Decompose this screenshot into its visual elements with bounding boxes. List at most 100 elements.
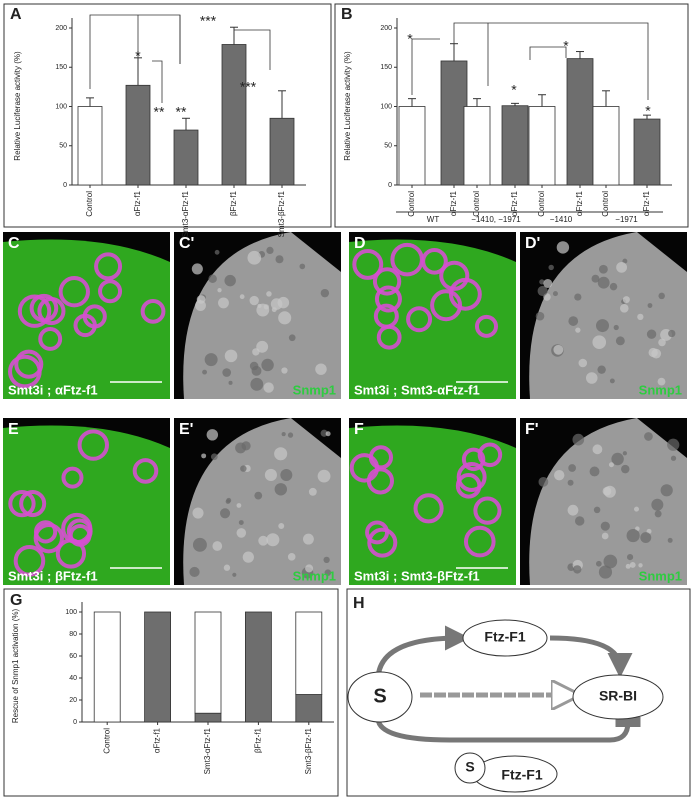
speckle [543,278,553,288]
speckle [208,274,217,284]
speckle [287,553,296,561]
speckle [600,521,610,531]
speckle [274,447,288,461]
speckle [572,433,585,446]
speckle [598,565,613,579]
speckle [634,506,640,512]
significance-bracket [529,46,567,60]
node [347,671,413,723]
panel-frame [3,3,332,228]
panel-letter: A [10,6,22,23]
x-tick-label: Control [85,191,94,217]
panel-letter: H [353,595,365,612]
speckle [254,491,263,500]
speckle [596,319,610,333]
speckle [228,380,233,385]
speckle [615,336,625,346]
speckle [317,469,331,483]
nucleus [421,247,448,275]
tissue [529,418,687,585]
significance: * [511,82,517,98]
speckle [287,432,294,438]
speckle [256,303,270,317]
nucleus [19,490,47,518]
node-label: SR-BI [599,688,637,704]
speckle [223,564,231,571]
speckle [647,303,653,308]
bar [269,117,295,186]
node [462,619,548,657]
y-tick-label: 20 [69,697,77,704]
stain-label: Snmp1 [639,568,682,583]
bar-segment [194,712,222,723]
speckle [242,551,254,563]
panel-letter: G [10,592,22,609]
speckle [637,313,644,321]
speckle [281,432,286,437]
y-tick-label: 50 [59,143,67,150]
bar-segment [244,611,272,723]
speckle [261,358,274,372]
nucleus [13,545,46,577]
significance: ** [154,104,165,120]
speckle [538,476,549,487]
x-tick-label: βFtz-f1 [229,190,238,216]
nucleus [474,314,499,338]
speckle [638,563,643,568]
nucleus [55,538,87,569]
speckle [277,296,290,309]
speckle [535,311,545,321]
nucleus [77,429,109,461]
y-tick-label: 150 [55,64,67,71]
speckle [275,255,284,264]
significance-bracket [453,22,649,100]
speckle [626,554,634,561]
y-tick-label: 40 [69,675,77,682]
speckle [192,507,204,519]
speckle [574,293,582,301]
speckle [224,349,238,363]
nucleus [8,354,42,389]
speckle [278,311,292,325]
node-label: S [465,759,474,775]
speckle [553,344,564,355]
speckle [552,291,558,297]
nucleus [430,289,463,322]
nucleus [374,285,402,313]
bar [440,60,468,186]
x-tick-label: αFtz-f1 [575,190,584,216]
stain-label: Snmp1 [639,382,682,397]
nucleus [456,462,487,493]
speckle [251,365,262,376]
node [454,752,486,784]
speckle [299,263,306,270]
node-label: Ftz-F1 [501,767,542,783]
speckle [247,250,262,265]
caption: Smt3i ; Smt3-βFtz-f1 [354,568,480,583]
speckle [657,377,666,386]
speckle [224,274,236,287]
speckle [625,563,631,569]
y-tick-label: 100 [380,103,392,110]
speckle [250,377,264,391]
speckle [201,453,207,459]
y-axis-label: Rescue of Snmp1 activation (%) [11,609,20,724]
speckle [667,537,673,543]
nucleus [373,303,399,329]
bar [592,106,620,186]
speckle [616,261,628,273]
bar [528,106,556,186]
x-tick-label: Smt3-βFtz-f1 [277,190,286,237]
speckle [622,451,628,456]
x-tick-label: Control [407,191,416,217]
speckle [232,572,237,577]
nucleus [448,277,482,311]
speckle [281,367,288,374]
bar [125,84,151,186]
speckle [218,297,229,309]
nucleus [455,473,482,499]
speckle [575,327,581,333]
speckle [264,468,277,481]
bar-segment [144,611,172,723]
